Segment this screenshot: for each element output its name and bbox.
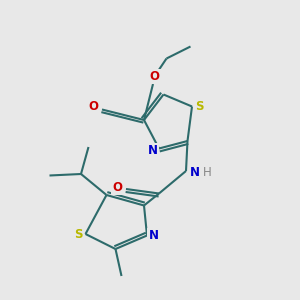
Text: O: O (112, 181, 122, 194)
Text: N: N (189, 166, 200, 179)
Text: S: S (195, 100, 204, 113)
Text: S: S (74, 227, 82, 241)
Text: O: O (149, 70, 160, 83)
Text: N: N (148, 229, 159, 242)
Text: H: H (202, 166, 211, 179)
Text: N: N (147, 144, 158, 158)
Text: O: O (88, 100, 99, 113)
